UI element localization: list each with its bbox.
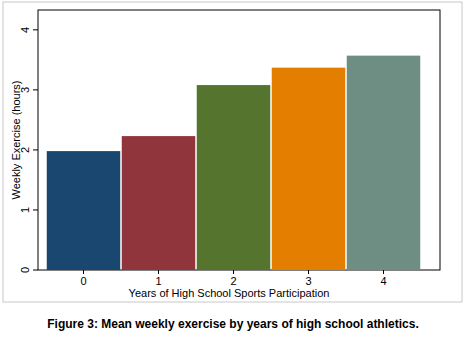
bar bbox=[347, 56, 421, 270]
x-axis-label: Years of High School Sports Participatio… bbox=[129, 287, 330, 299]
bar bbox=[122, 136, 196, 270]
y-tick bbox=[33, 89, 38, 90]
bar bbox=[197, 85, 271, 270]
x-tick-label: 3 bbox=[305, 275, 311, 287]
x-tick-label: 2 bbox=[230, 275, 236, 287]
y-tick-label: 1 bbox=[19, 207, 31, 213]
y-axis-label: Weekly Exercise (hours) bbox=[10, 81, 22, 200]
bar bbox=[47, 151, 121, 270]
y-tick-label: 0 bbox=[19, 267, 31, 273]
chart-svg: 0123401234Years of High School Sports Pa… bbox=[0, 0, 466, 342]
caption: Figure 3: Mean weekly exercise by years … bbox=[47, 317, 418, 331]
x-tick bbox=[158, 270, 159, 274]
x-tick-label: 0 bbox=[80, 275, 86, 287]
y-tick bbox=[33, 149, 38, 150]
x-tick bbox=[83, 270, 84, 274]
bars bbox=[47, 56, 421, 270]
x-tick bbox=[308, 270, 309, 274]
graph-region bbox=[3, 2, 462, 302]
y-tick bbox=[33, 270, 38, 271]
x-tick-label: 1 bbox=[155, 275, 161, 287]
bar bbox=[272, 68, 346, 270]
y-tick bbox=[33, 209, 38, 210]
chart-container: 0123401234Years of High School Sports Pa… bbox=[0, 0, 466, 342]
x-tick bbox=[233, 270, 234, 274]
x-tick bbox=[383, 270, 384, 274]
x-tick-label: 4 bbox=[380, 275, 386, 287]
y-tick bbox=[33, 29, 38, 30]
plot-frame bbox=[38, 10, 440, 270]
y-tick-label: 4 bbox=[19, 27, 31, 33]
